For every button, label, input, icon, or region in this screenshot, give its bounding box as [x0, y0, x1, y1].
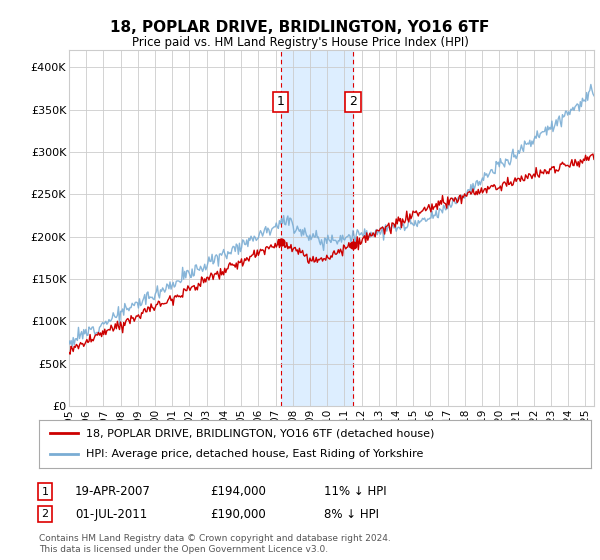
Text: 01-JUL-2011: 01-JUL-2011: [75, 507, 147, 521]
Text: 11% ↓ HPI: 11% ↓ HPI: [324, 485, 386, 498]
Text: £194,000: £194,000: [210, 485, 266, 498]
Text: £190,000: £190,000: [210, 507, 266, 521]
Text: Contains HM Land Registry data © Crown copyright and database right 2024.: Contains HM Land Registry data © Crown c…: [39, 534, 391, 543]
Text: 8% ↓ HPI: 8% ↓ HPI: [324, 507, 379, 521]
Text: HPI: Average price, detached house, East Riding of Yorkshire: HPI: Average price, detached house, East…: [86, 449, 423, 459]
Text: 2: 2: [349, 95, 357, 109]
Text: 18, POPLAR DRIVE, BRIDLINGTON, YO16 6TF (detached house): 18, POPLAR DRIVE, BRIDLINGTON, YO16 6TF …: [86, 428, 434, 438]
Text: This data is licensed under the Open Government Licence v3.0.: This data is licensed under the Open Gov…: [39, 545, 328, 554]
Text: 2: 2: [41, 509, 49, 519]
Text: 1: 1: [277, 95, 284, 109]
Text: Price paid vs. HM Land Registry's House Price Index (HPI): Price paid vs. HM Land Registry's House …: [131, 36, 469, 49]
Bar: [281, 50, 353, 406]
Text: 19-APR-2007: 19-APR-2007: [75, 485, 151, 498]
Text: 1: 1: [41, 487, 49, 497]
Text: 18, POPLAR DRIVE, BRIDLINGTON, YO16 6TF: 18, POPLAR DRIVE, BRIDLINGTON, YO16 6TF: [110, 20, 490, 35]
